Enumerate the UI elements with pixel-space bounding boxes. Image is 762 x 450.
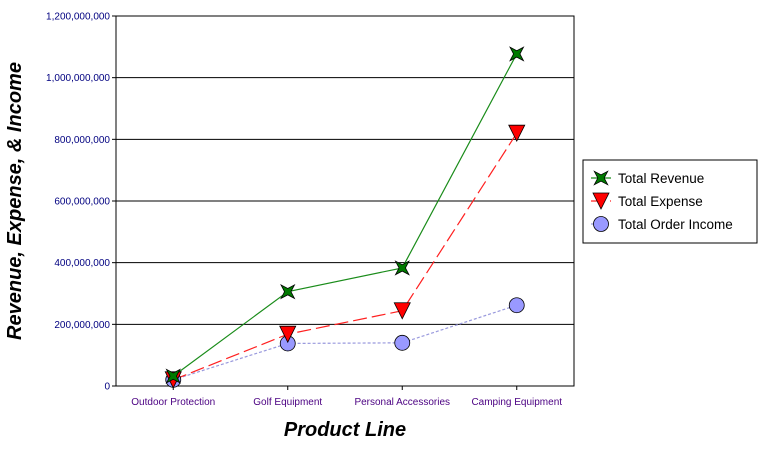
legend-marker <box>593 170 609 186</box>
x-axis-title: Product Line <box>284 419 406 441</box>
y-tick-label: 200,000,000 <box>54 320 110 331</box>
y-tick-label: 1,000,000,000 <box>46 73 110 84</box>
legend-item: Total Revenue <box>591 170 704 186</box>
series-markers <box>164 124 526 389</box>
x-tick-label: Camping Equipment <box>471 397 562 408</box>
y-axis-ticks: 0 200,000,000 400,000,000 600,000,000 800,00… <box>46 12 116 393</box>
x-tick-label: Personal Accessories <box>354 397 450 408</box>
legend-marker <box>593 216 609 232</box>
legend-marker <box>592 192 610 210</box>
x-tick-label: Golf Equipment <box>253 397 322 408</box>
data-point <box>280 283 296 300</box>
legend-label: Total Order Income <box>618 217 733 232</box>
data-point <box>508 124 526 143</box>
y-tick-label: 400,000,000 <box>54 258 110 269</box>
data-point <box>394 334 411 351</box>
legend-box <box>582 159 758 244</box>
y-axis-title: Revenue, Expense, & Income <box>4 62 26 340</box>
x-axis-ticks: Outdoor Protection Golf Equipment Personal… <box>131 386 562 408</box>
series-total-order-income <box>173 304 517 381</box>
series-total-revenue <box>172 53 518 377</box>
legend: Total Revenue Total Expense Total Order In… <box>582 159 758 244</box>
series-markers <box>165 297 525 388</box>
series-total-expense <box>173 132 518 381</box>
series-line <box>173 132 518 381</box>
data-point <box>279 325 297 344</box>
legend-item: Total Expense <box>591 192 703 210</box>
legend-item: Total Order Income <box>591 216 733 232</box>
y-tick-label: 800,000,000 <box>54 135 110 146</box>
data-point <box>165 368 181 384</box>
series-line <box>172 53 518 377</box>
y-tick-label: 1,200,000,000 <box>46 12 110 23</box>
x-tick-label: Outdoor Protection <box>131 397 215 408</box>
y-tick-label: 600,000,000 <box>54 197 110 208</box>
series-group <box>164 46 526 389</box>
legend-label: Total Expense <box>618 194 703 209</box>
series-line <box>173 304 517 381</box>
legend-label: Total Revenue <box>618 171 704 186</box>
data-point <box>508 297 525 314</box>
y-tick-label: 0 <box>104 382 110 393</box>
data-point <box>509 46 525 62</box>
grid-lines <box>116 77 574 325</box>
data-point <box>393 302 411 320</box>
series-markers <box>165 46 525 384</box>
data-point <box>394 260 410 276</box>
